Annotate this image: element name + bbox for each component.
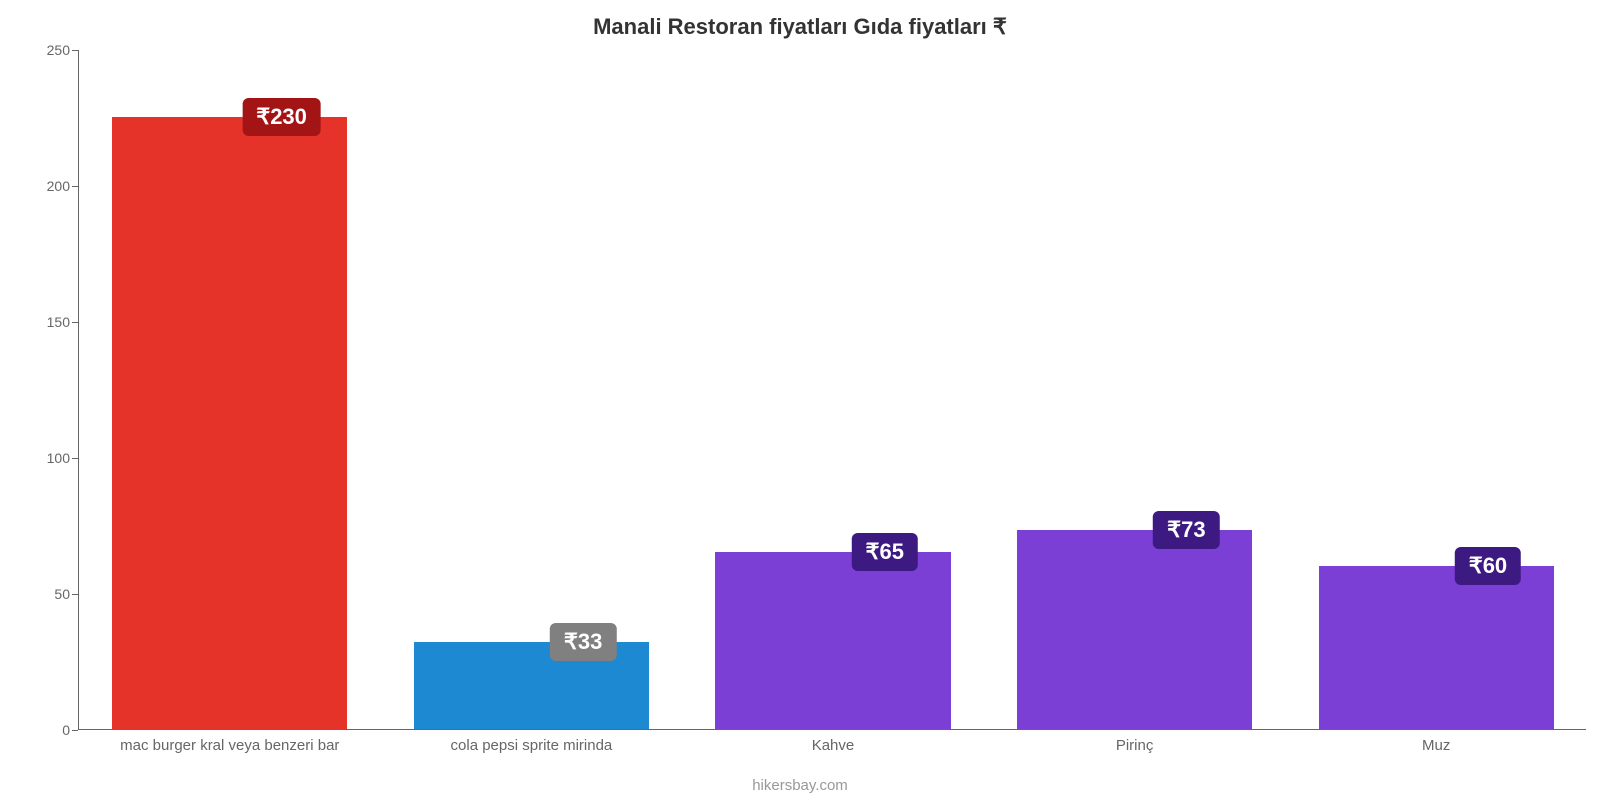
bar-value-badge: ₹65: [852, 533, 918, 571]
y-tick-label: 200: [10, 178, 70, 194]
bar: [1017, 530, 1252, 729]
bar-value-badge: ₹230: [242, 98, 321, 136]
plot-area: ₹230mac burger kral veya benzeri bar₹33c…: [78, 50, 1586, 730]
bar-group: ₹60Muz: [1285, 50, 1587, 729]
bar-value-badge: ₹73: [1153, 511, 1219, 549]
bar-group: ₹230mac burger kral veya benzeri bar: [79, 50, 381, 729]
x-category-label: cola pepsi sprite mirinda: [381, 729, 683, 754]
y-tick-label: 50: [10, 586, 70, 602]
y-tick-label: 150: [10, 314, 70, 330]
y-tick-mark: [72, 186, 78, 187]
y-tick-label: 100: [10, 450, 70, 466]
bar-group: ₹73Pirinç: [984, 50, 1286, 729]
bar-value-badge: ₹60: [1455, 547, 1521, 585]
bar-group: ₹33cola pepsi sprite mirinda: [381, 50, 683, 729]
x-category-label: mac burger kral veya benzeri bar: [79, 729, 381, 754]
x-category-label: Muz: [1285, 729, 1587, 754]
chart-title: Manali Restoran fiyatları Gıda fiyatları…: [0, 14, 1600, 40]
bar-group: ₹65Kahve: [682, 50, 984, 729]
price-bar-chart: Manali Restoran fiyatları Gıda fiyatları…: [0, 0, 1600, 800]
y-tick-mark: [72, 458, 78, 459]
y-tick-mark: [72, 50, 78, 51]
y-tick-label: 0: [10, 722, 70, 738]
x-category-label: Pirinç: [984, 729, 1286, 754]
bar: [1319, 566, 1554, 729]
chart-credit: hikersbay.com: [0, 777, 1600, 794]
bar-value-badge: ₹33: [550, 623, 616, 661]
bar: [112, 117, 347, 729]
y-tick-mark: [72, 730, 78, 731]
x-category-label: Kahve: [682, 729, 984, 754]
bar: [715, 552, 950, 729]
y-tick-mark: [72, 322, 78, 323]
y-tick-mark: [72, 594, 78, 595]
y-tick-label: 250: [10, 42, 70, 58]
